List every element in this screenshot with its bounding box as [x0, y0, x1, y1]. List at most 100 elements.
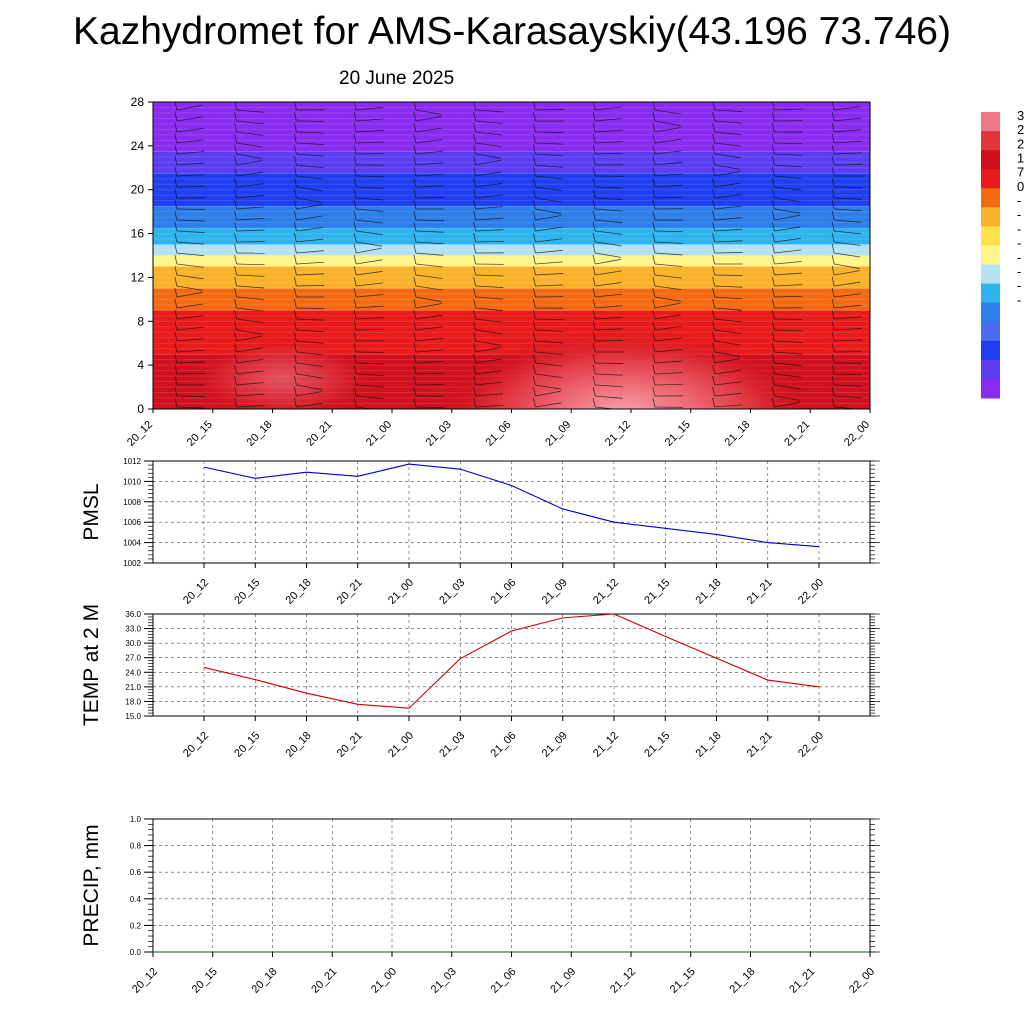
x-tick-label: 21_03: [424, 419, 454, 449]
wind-barb-flag: [174, 364, 178, 375]
wind-barb: [535, 384, 562, 390]
wind-barb: [774, 142, 803, 145]
colorbar-swatch: [981, 226, 1000, 246]
wind-barb: [595, 406, 618, 409]
wind-barb-flag: [353, 188, 357, 199]
wind-barb: [595, 219, 623, 224]
heatmap-bands: [153, 102, 870, 409]
wind-barb-flag: [293, 199, 297, 210]
wind-barb-flag: [473, 298, 477, 309]
y-tick-label: 0.8: [130, 842, 142, 851]
wind-barb-flag: [353, 155, 357, 166]
y-tick-label: 0.6: [130, 868, 142, 877]
wind-barb-flag: [831, 111, 835, 122]
wind-barb: [296, 197, 323, 203]
wind-barb: [834, 263, 860, 269]
x-tick-label: 20_18: [284, 730, 314, 760]
colorbar-label: -: [1017, 292, 1021, 307]
wind-barb: [714, 369, 741, 375]
wind-barb-flag: [652, 265, 656, 276]
wind-barb: [296, 384, 323, 390]
wind-barb-flag: [771, 331, 775, 342]
y-tick-label: 1008: [123, 498, 141, 507]
x-tick-label: 21_06: [489, 966, 519, 996]
wind-barb-flag: [652, 221, 656, 232]
wind-barb-flag: [652, 386, 656, 397]
wind-barb-flag: [174, 342, 178, 353]
wind-barb: [595, 141, 623, 144]
wind-barb-flag: [712, 353, 716, 364]
precip-panel: 0.0 0.2 0.4 0.6 0.8 1.0 20_12 20_15 20_18 20_21 21…: [80, 815, 880, 996]
wind-barb-flag: [293, 397, 297, 408]
wind-barb: [176, 127, 204, 133]
wind-barb: [535, 390, 561, 397]
wind-barb: [415, 349, 444, 353]
x-tick-label: 20_18: [250, 966, 280, 996]
wind-barb-flag: [353, 397, 357, 408]
wind-barb: [415, 219, 444, 221]
wind-barb: [774, 153, 803, 156]
wind-barb: [654, 185, 683, 188]
wind-barb-flag: [652, 397, 656, 408]
wind-barb: [834, 186, 863, 188]
wind-barb: [176, 326, 204, 331]
wind-barb: [296, 227, 324, 232]
y-axis-title: TEMP at 2 M: [80, 604, 103, 726]
wind-barb-flag: [831, 386, 835, 397]
x-tick-label: 21_18: [728, 966, 758, 996]
wind-barb-flag: [413, 188, 417, 199]
y-tick-label: 21.0: [125, 683, 141, 692]
wind-barb: [356, 186, 384, 189]
wind-barb-flag: [234, 287, 238, 298]
wind-barb-flag: [293, 331, 297, 342]
wind-barb: [475, 171, 502, 177]
x-tick-label: 21_06: [484, 419, 514, 449]
wind-barb-flag: [234, 276, 238, 287]
wind-barb-flag: [592, 243, 596, 254]
wind-barb: [714, 131, 742, 136]
wind-barb: [296, 250, 324, 254]
colorbar-swatch: [981, 359, 1000, 380]
wind-barb-flag: [532, 386, 536, 397]
colorbar-swatch: [981, 150, 1000, 170]
x-tick-label: 20_21: [335, 577, 365, 607]
y-tick-label: 33.0: [125, 625, 141, 634]
wind-barb-flag: [532, 265, 536, 276]
wind-barb: [774, 197, 801, 203]
wind-barb-flag: [234, 155, 238, 166]
wind-barb: [654, 161, 683, 166]
wind-barb: [834, 339, 863, 342]
wind-barb-flag: [293, 254, 297, 265]
wind-barb-flag: [652, 133, 656, 144]
y-axis-title: PMSL: [80, 483, 103, 540]
x-tick-label: 21_15: [663, 419, 693, 449]
x-tick-label: 20_18: [245, 419, 275, 449]
wind-barb: [834, 373, 863, 376]
wind-barb-flag: [473, 166, 477, 177]
wind-barb-flag: [831, 375, 835, 386]
wind-barb-flag: [831, 320, 835, 331]
wind-barb-flag: [174, 375, 178, 386]
wind-barb: [236, 329, 263, 335]
colorbar-label: -: [1017, 250, 1021, 265]
wind-barb-flag: [532, 397, 536, 408]
wind-barb: [714, 329, 742, 334]
wind-barb: [595, 129, 623, 133]
x-tick-label: 20_21: [335, 730, 365, 760]
colorbar-label: -: [1017, 207, 1021, 222]
wind-barb-flag: [234, 331, 238, 342]
wind-barb-flag: [413, 276, 417, 287]
wind-barb: [296, 261, 325, 265]
wind-barb-flag: [771, 243, 775, 254]
wind-barb: [176, 315, 204, 320]
y-tick-label: 4: [137, 358, 144, 372]
wind-barb-flag: [413, 298, 417, 309]
wind-barb: [236, 120, 264, 125]
x-tick-label: 20_12: [125, 419, 155, 449]
wind-barb: [475, 381, 503, 386]
wind-barb-flag: [712, 122, 716, 133]
wind-barb: [595, 230, 622, 235]
wind-barb-flag: [712, 276, 716, 287]
wind-barb-flag: [532, 166, 536, 177]
